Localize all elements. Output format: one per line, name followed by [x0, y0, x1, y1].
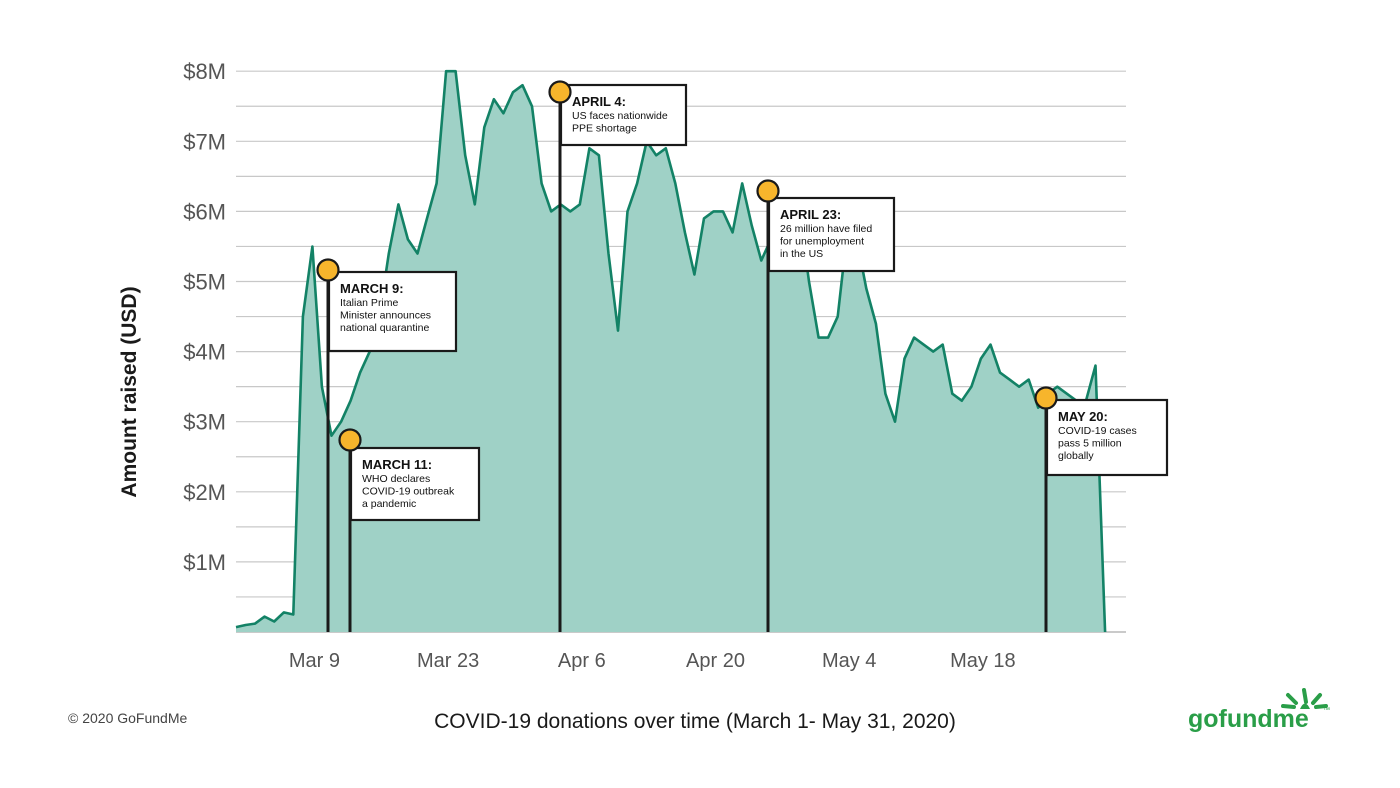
y-tick-label: $7M	[183, 129, 226, 154]
annotation-text: national quarantine	[340, 322, 429, 334]
x-tick-label: Mar 23	[417, 650, 479, 672]
sun-ray	[1302, 688, 1308, 704]
gofundme-logo: gofundme ™	[1188, 688, 1330, 733]
annotation-text: pass 5 million	[1058, 438, 1122, 450]
annotation-title: APRIL 23:	[780, 207, 841, 222]
sun-ray	[1311, 693, 1322, 705]
x-tick-label: May 4	[822, 650, 876, 672]
annotation-marker	[316, 258, 340, 282]
chart-title: COVID-19 donations over time (March 1- M…	[434, 710, 956, 733]
copyright-text: © 2020 GoFundMe	[68, 710, 187, 726]
annotation-title: MARCH 9:	[340, 281, 404, 296]
y-tick-label: $1M	[183, 550, 226, 575]
annotation-title: APRIL 4:	[572, 94, 626, 109]
x-tick-label: Apr 6	[558, 650, 606, 672]
y-tick-label: $5M	[183, 270, 226, 295]
annotation-text: COVID-19 outbreak	[362, 486, 455, 498]
x-tick-label: Apr 20	[686, 650, 745, 672]
annotation-text: US faces nationwide	[572, 110, 668, 122]
sun-ray	[1314, 704, 1328, 709]
y-tick-label: $8M	[183, 59, 226, 84]
annotation-text: globally	[1058, 450, 1094, 462]
annotation-title: MARCH 11:	[362, 457, 432, 472]
y-axis-label: Amount raised (USD)	[118, 286, 141, 497]
annotation-marker	[756, 179, 780, 203]
sun-rays-icon	[1281, 688, 1328, 709]
annotation-text: Minister announces	[340, 310, 431, 322]
annotation-marker	[548, 80, 572, 104]
annotation-marker	[1034, 386, 1058, 410]
annotation-box	[767, 196, 896, 273]
x-axis-ticks: Mar 9 Mar 23 Apr 6 Apr 20 May 4 May 18	[289, 650, 1016, 672]
annotation-marker	[338, 428, 362, 452]
y-tick-label: $2M	[183, 480, 226, 505]
annotation-text: Italian Prime	[340, 297, 399, 309]
x-tick-label: May 18	[950, 650, 1016, 672]
annotation-text: WHO declares	[362, 473, 430, 485]
sun-ray	[1281, 704, 1296, 709]
logo-trademark: ™	[1323, 707, 1330, 714]
annotation-text: a pandemic	[362, 498, 416, 510]
annotation-text: 26 million have filed	[780, 223, 872, 235]
y-axis-ticks: $1M $2M $3M $4M $5M $6M $7M $8M	[183, 59, 226, 575]
annotation-text: COVID-19 cases	[1058, 425, 1137, 437]
annotation-box	[327, 270, 458, 353]
logo-text: gofundme	[1188, 705, 1309, 733]
annotation-title: MAY 20:	[1058, 409, 1108, 424]
annotation-box	[349, 446, 481, 522]
annotation-text: in the US	[780, 248, 823, 260]
sun-ray	[1286, 693, 1298, 705]
x-tick-label: Mar 9	[289, 650, 340, 672]
sun-dome	[1300, 703, 1310, 709]
y-tick-label: $4M	[183, 340, 226, 365]
y-tick-label: $3M	[183, 410, 226, 435]
annotation-box	[1045, 398, 1169, 477]
annotation-text: for unemployment	[780, 236, 864, 248]
annotation-text: PPE shortage	[572, 123, 637, 135]
annotation-box	[559, 83, 688, 147]
y-tick-label: $6M	[183, 199, 226, 224]
